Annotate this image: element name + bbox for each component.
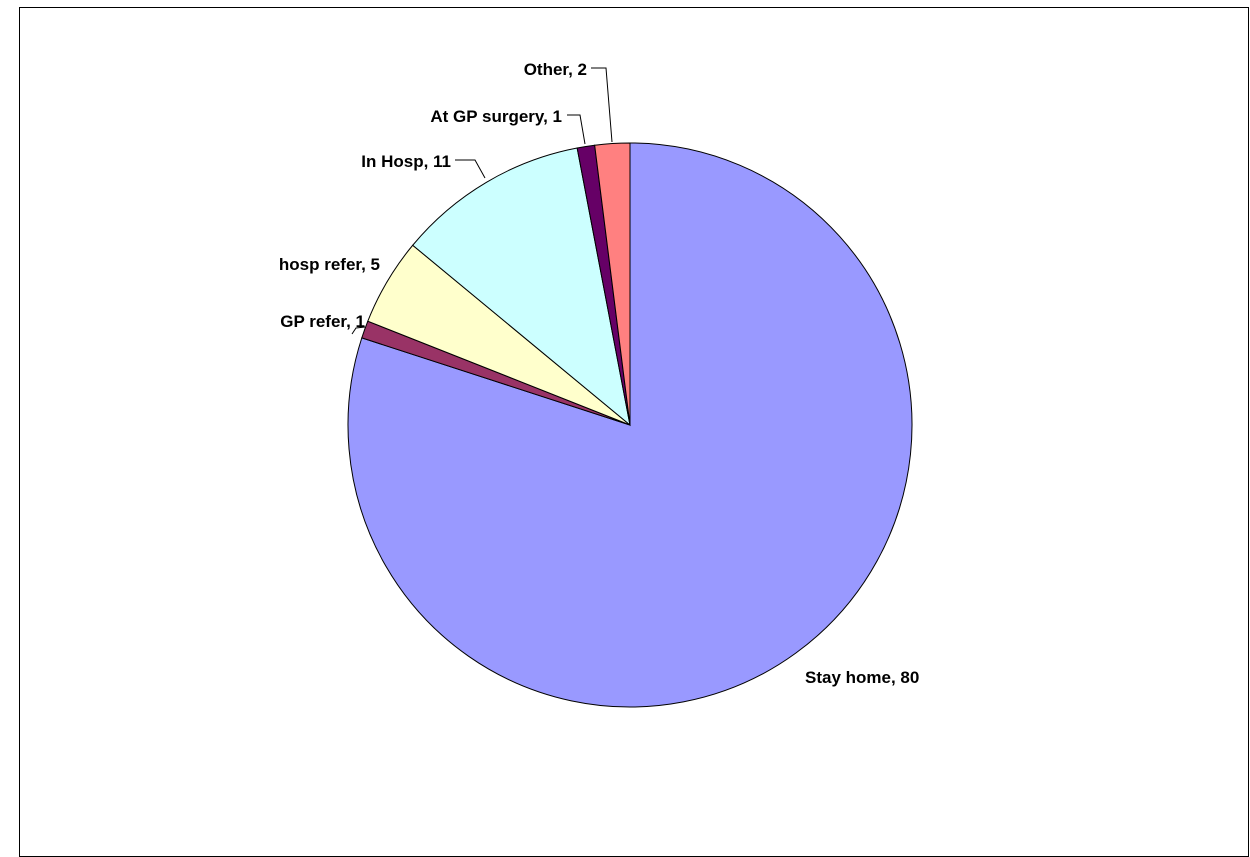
pie-slices [347,142,913,708]
data-label-hosp-refer: hosp refer, 5 [279,255,380,274]
data-label-gp-refer: GP refer, 1 [280,312,365,331]
leader-line-other [591,67,613,143]
leader-line-at-gp-surgery [567,114,586,145]
data-label-in-hosp: In Hosp, 11 [361,152,451,171]
data-labels: Stay home, 80 GP refer, 1 hosp refer, 5 In … [279,60,919,687]
data-label-at-gp-surgery: At GP surgery, 1 [430,107,562,126]
leader-line-in-hosp [455,159,486,179]
pie-slice-other [594,142,631,426]
pie-chart: Stay home, 80 GP refer, 1 hosp refer, 5 In … [279,60,919,708]
data-label-stay-home: Stay home, 80 [805,668,919,687]
leader-lines [351,67,613,335]
leader-line-gp-refer [351,326,366,335]
data-label-other: Other, 2 [524,60,587,79]
pie-slice-in-hosp [412,147,631,427]
